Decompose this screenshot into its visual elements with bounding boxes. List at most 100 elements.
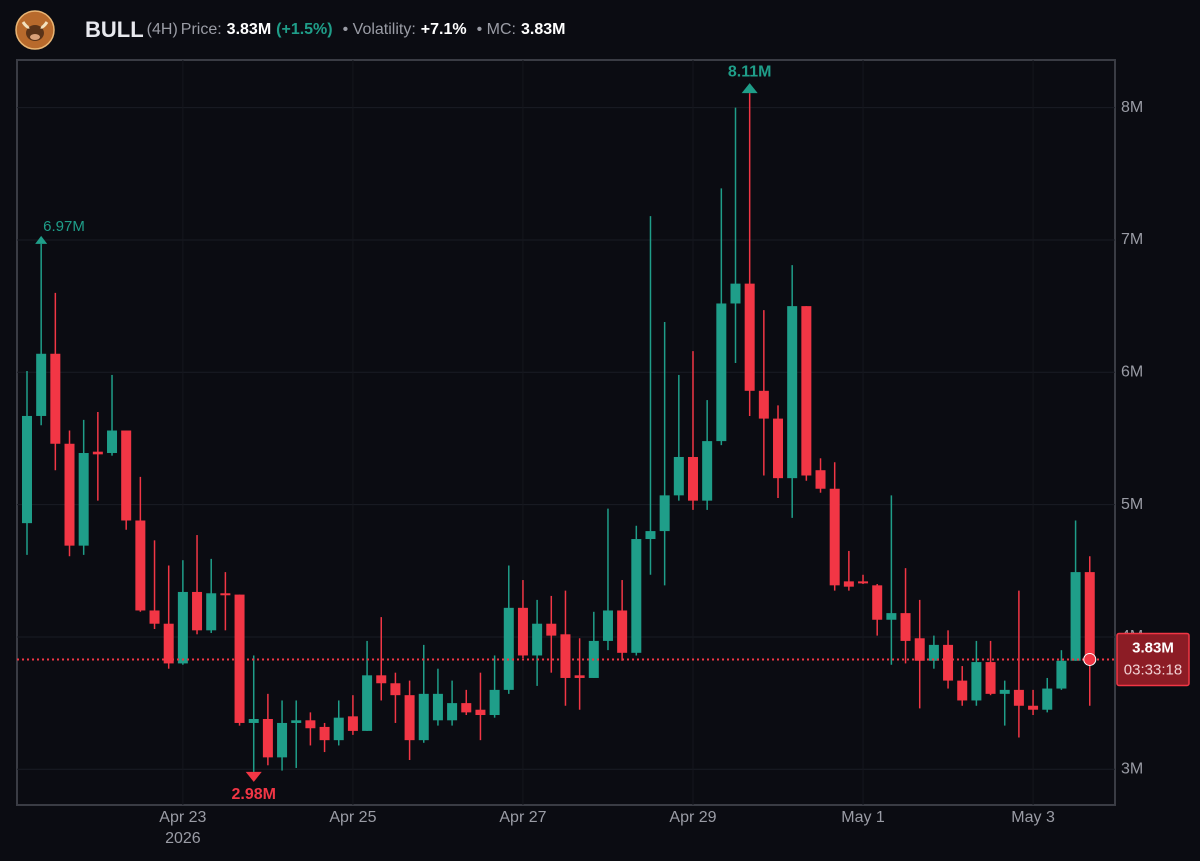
candle-body xyxy=(801,306,812,476)
candle-body xyxy=(432,693,443,721)
candle-body xyxy=(943,644,954,681)
candle-body xyxy=(50,353,61,444)
candle-body xyxy=(645,531,656,540)
candle-body xyxy=(220,593,231,596)
x-tick-label: May 1 xyxy=(841,809,885,826)
annotation-marker xyxy=(35,235,48,244)
candle-body xyxy=(843,581,854,587)
candle-body xyxy=(730,283,741,304)
y-tick-label: 6M xyxy=(1121,364,1143,381)
last-price-dot xyxy=(1083,652,1097,666)
candle-body xyxy=(291,720,302,723)
candle-body xyxy=(192,591,203,631)
candle-body xyxy=(517,607,528,656)
candle-body xyxy=(489,689,500,716)
candle-body xyxy=(475,709,486,716)
x-year-label: 2026 xyxy=(165,830,201,847)
candle-body xyxy=(971,662,982,701)
candle-body xyxy=(1084,572,1095,660)
candle-body xyxy=(206,593,217,631)
candle-body xyxy=(107,430,118,454)
candle-body xyxy=(1056,660,1067,689)
y-tick-label: 8M xyxy=(1121,99,1143,116)
candle-body xyxy=(1028,705,1039,710)
volatility-label: • Volatility: xyxy=(342,21,416,38)
price: 3.83M xyxy=(226,21,272,38)
candle-body xyxy=(702,441,713,501)
mc-label: • MC: xyxy=(476,21,516,38)
candle-body xyxy=(305,720,316,729)
candle-body xyxy=(376,675,387,684)
change: (+1.5%) xyxy=(276,21,333,38)
annotation-label: 8.11M xyxy=(728,63,772,80)
candle-body xyxy=(773,418,784,479)
annotation-marker xyxy=(245,771,262,782)
price-tag-countdown: 03:33:18 xyxy=(1124,661,1182,678)
candle-body xyxy=(163,623,174,664)
price-label: Price: xyxy=(180,21,222,38)
interval: (4H) xyxy=(146,21,178,38)
candle-body xyxy=(574,675,585,678)
candle-body xyxy=(418,693,429,741)
x-tick-label: Apr 29 xyxy=(669,809,716,826)
x-tick-label: Apr 23 xyxy=(159,809,206,826)
candle-body xyxy=(248,718,259,723)
annotation-label: 6.97M xyxy=(43,218,85,235)
candle-body xyxy=(687,456,698,501)
x-tick-label: Apr 25 xyxy=(329,809,376,826)
candle-body xyxy=(461,703,472,713)
x-tick-label: Apr 27 xyxy=(499,809,546,826)
price-tag-value: 3.83M xyxy=(1132,639,1174,656)
candle-body xyxy=(22,415,32,524)
candle-body xyxy=(92,451,103,455)
candle-body xyxy=(121,430,132,521)
candle-body xyxy=(872,585,883,620)
candle-body xyxy=(928,644,939,661)
candle-body xyxy=(659,495,670,532)
candle-body xyxy=(787,306,798,479)
annotation-marker xyxy=(741,83,758,94)
candle-body xyxy=(78,453,89,546)
candle-body xyxy=(404,695,415,741)
candle-body xyxy=(135,520,146,611)
candle-body xyxy=(602,610,613,641)
candle-body xyxy=(617,610,628,653)
candle-body xyxy=(447,703,458,721)
candle-body xyxy=(858,581,869,584)
y-tick-label: 7M xyxy=(1121,231,1143,248)
candle-body xyxy=(333,717,344,741)
candle-body xyxy=(64,443,75,546)
candle-body xyxy=(999,689,1010,694)
candle-body xyxy=(262,718,273,758)
candle-body xyxy=(1042,688,1053,710)
volatility: +7.1% xyxy=(420,21,467,38)
candle-body xyxy=(900,613,911,641)
header: BULL (4H) Price: 3.83M (+1.5%) • Volatil… xyxy=(0,0,1200,60)
candle-body xyxy=(758,390,769,419)
candle-body xyxy=(1070,572,1081,661)
candle-body xyxy=(362,675,373,731)
candle-body xyxy=(390,683,401,696)
candle-body xyxy=(177,591,188,664)
candle-body xyxy=(744,283,755,391)
candle-body xyxy=(546,623,557,636)
candle-body xyxy=(716,303,727,442)
y-tick-label: 5M xyxy=(1121,496,1143,513)
candle-body xyxy=(815,470,826,489)
candle-body xyxy=(1013,689,1024,706)
candle-body xyxy=(957,680,968,701)
annotation-label: 2.98M xyxy=(231,786,275,803)
token-icon xyxy=(15,10,55,50)
candle-body xyxy=(829,488,840,586)
candle-body xyxy=(560,634,571,678)
candle-body xyxy=(277,722,288,758)
symbol: BULL xyxy=(85,17,144,42)
candle-body xyxy=(36,353,47,416)
candle-body xyxy=(914,638,925,661)
candle-body xyxy=(532,623,543,656)
candle-body xyxy=(503,607,514,690)
plot-frame xyxy=(16,59,1116,806)
candle-body xyxy=(347,716,358,731)
